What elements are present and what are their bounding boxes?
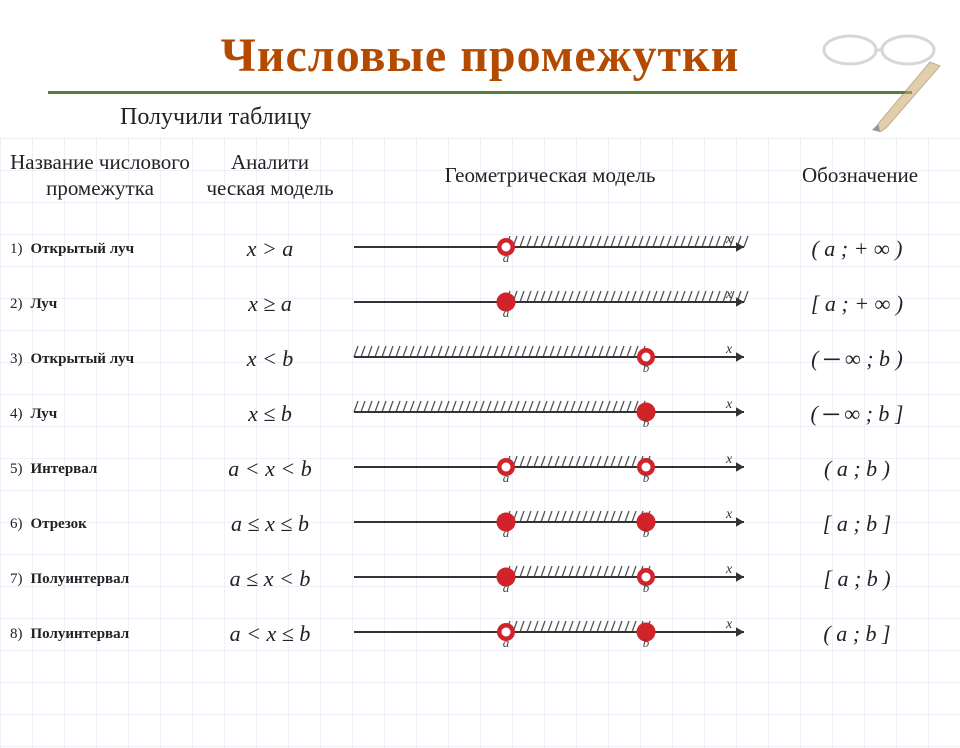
row-notation: [ a ; + ∞ ) bbox=[760, 291, 960, 317]
row-index: 6) bbox=[10, 516, 23, 532]
row-notation: ( ─ ∞ ; b ) bbox=[760, 346, 960, 372]
row-name: 1) Открытый луч bbox=[0, 240, 200, 258]
row-diagram: xb bbox=[340, 337, 760, 381]
row-analytical: x ≤ b bbox=[200, 401, 340, 427]
svg-text:a: a bbox=[503, 635, 510, 650]
row-label: Отрезок bbox=[31, 516, 87, 532]
row-index: 7) bbox=[10, 571, 23, 587]
row-name: 8) Полуинтервал bbox=[0, 625, 200, 643]
svg-text:b: b bbox=[643, 635, 650, 650]
svg-text:x: x bbox=[725, 452, 733, 467]
row-notation: [ a ; b ) bbox=[760, 566, 960, 592]
row-diagram: x a b bbox=[340, 612, 760, 656]
col-geom-header: Геометрическая модель bbox=[340, 162, 760, 188]
row-label: Полуинтервал bbox=[31, 571, 130, 587]
row-label: Открытый луч bbox=[31, 351, 135, 367]
row-notation: ( a ; b ] bbox=[760, 621, 960, 647]
row-notation: ( a ; b ) bbox=[760, 456, 960, 482]
svg-text:b: b bbox=[643, 470, 650, 485]
row-analytical: a ≤ x < b bbox=[200, 566, 340, 592]
row-analytical: a < x ≤ b bbox=[200, 621, 340, 647]
row-diagram: x a b bbox=[340, 502, 760, 546]
svg-text:x: x bbox=[725, 232, 733, 247]
row-index: 8) bbox=[10, 626, 23, 642]
row-label: Полуинтервал bbox=[31, 626, 130, 642]
row-notation: ( ─ ∞ ; b ] bbox=[760, 401, 960, 427]
row-index: 1) bbox=[10, 241, 23, 257]
row-label: Луч bbox=[31, 296, 58, 312]
table-row: 1) Открытый луч x > a xa ( a ; + ∞ ) bbox=[0, 222, 960, 277]
svg-text:b: b bbox=[643, 525, 650, 540]
table-row: 4) Луч x ≤ b xb ( ─ ∞ ; b ] bbox=[0, 387, 960, 442]
intervals-table: Название числового промежутка Аналити че… bbox=[0, 137, 960, 662]
row-label: Интервал bbox=[31, 461, 98, 477]
table-row: 7) Полуинтервал a ≤ x < b x a b [ a ; b ) bbox=[0, 552, 960, 607]
row-label: Открытый луч bbox=[31, 241, 135, 257]
svg-text:a: a bbox=[503, 305, 510, 320]
table-row: 8) Полуинтервал a < x ≤ b x a b ( a ; b ] bbox=[0, 607, 960, 662]
row-name: 4) Луч bbox=[0, 405, 200, 423]
corner-decor-icon bbox=[790, 32, 950, 132]
title-underline bbox=[48, 91, 912, 94]
svg-text:x: x bbox=[725, 342, 733, 357]
svg-text:a: a bbox=[503, 580, 510, 595]
row-diagram: xa bbox=[340, 227, 760, 271]
table-row: 2) Луч x ≥ a xa [ a ; + ∞ ) bbox=[0, 277, 960, 332]
row-index: 3) bbox=[10, 351, 23, 367]
row-analytical: x ≥ a bbox=[200, 291, 340, 317]
row-index: 5) bbox=[10, 461, 23, 477]
table-row: 5) Интервал a < x < b x a b ( a ; b ) bbox=[0, 442, 960, 497]
row-name: 7) Полуинтервал bbox=[0, 570, 200, 588]
row-notation: ( a ; + ∞ ) bbox=[760, 236, 960, 262]
row-analytical: a < x < b bbox=[200, 456, 340, 482]
table-row: 6) Отрезок a ≤ x ≤ b x a b [ a ; b ] bbox=[0, 497, 960, 552]
row-name: 3) Открытый луч bbox=[0, 350, 200, 368]
row-name: 6) Отрезок bbox=[0, 515, 200, 533]
svg-text:x: x bbox=[725, 562, 733, 577]
table-row: 3) Открытый луч x < b xb ( ─ ∞ ; b ) bbox=[0, 332, 960, 387]
row-index: 4) bbox=[10, 406, 23, 422]
row-analytical: x < b bbox=[200, 346, 340, 372]
row-index: 2) bbox=[10, 296, 23, 312]
row-name: 2) Луч bbox=[0, 295, 200, 313]
row-label: Луч bbox=[31, 406, 58, 422]
svg-text:b: b bbox=[643, 580, 650, 595]
svg-text:x: x bbox=[725, 507, 733, 522]
svg-text:x: x bbox=[725, 287, 733, 302]
svg-text:b: b bbox=[643, 360, 650, 375]
row-analytical: x > a bbox=[200, 236, 340, 262]
svg-text:x: x bbox=[725, 617, 733, 632]
row-notation: [ a ; b ] bbox=[760, 511, 960, 537]
row-diagram: x a b bbox=[340, 557, 760, 601]
table-header: Название числового промежутка Аналити че… bbox=[0, 137, 960, 222]
svg-text:a: a bbox=[503, 250, 510, 265]
row-diagram: xb bbox=[340, 392, 760, 436]
col-name-header: Название числового промежутка bbox=[0, 149, 200, 202]
svg-text:x: x bbox=[725, 397, 733, 412]
svg-text:a: a bbox=[503, 525, 510, 540]
col-notation-header: Обозначение bbox=[760, 162, 960, 188]
row-diagram: x a b bbox=[340, 447, 760, 491]
row-analytical: a ≤ x ≤ b bbox=[200, 511, 340, 537]
svg-text:b: b bbox=[643, 415, 650, 430]
svg-text:a: a bbox=[503, 470, 510, 485]
row-name: 5) Интервал bbox=[0, 460, 200, 478]
row-diagram: xa bbox=[340, 282, 760, 326]
col-anal-header: Аналити ческая модель bbox=[200, 149, 340, 202]
